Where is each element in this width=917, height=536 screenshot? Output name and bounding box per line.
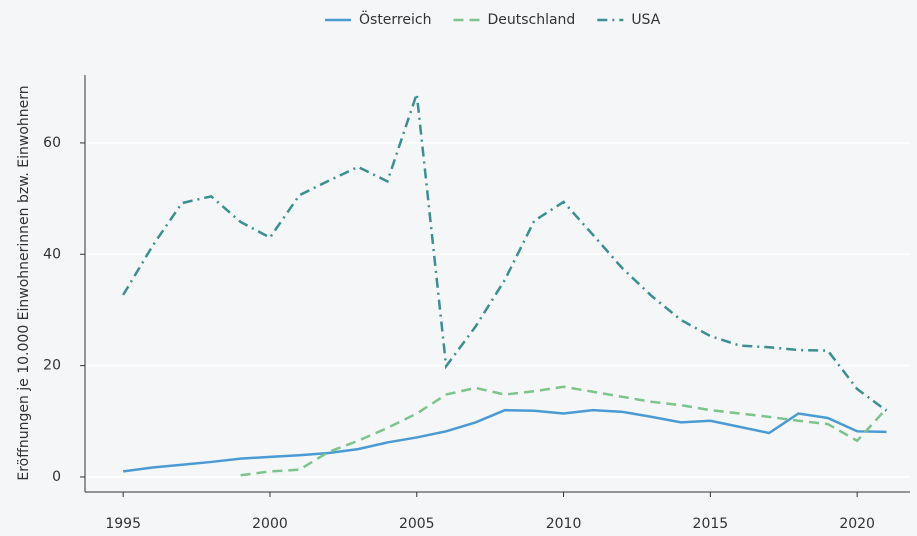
legend-label: USA xyxy=(631,12,660,28)
x-tick-label: 1995 xyxy=(105,516,141,532)
x-tick-label: 2020 xyxy=(839,516,875,532)
series-line xyxy=(123,408,887,473)
x-tick-label: 2010 xyxy=(546,516,582,532)
x-tick-label: 2005 xyxy=(399,516,435,532)
legend-label: Deutschland xyxy=(487,12,575,28)
y-tick-label: 0 xyxy=(52,469,61,485)
series-line xyxy=(240,385,888,477)
x-tick-label: 2000 xyxy=(252,516,288,532)
y-tick-label: 60 xyxy=(43,135,61,151)
y-tick-label: 20 xyxy=(43,358,61,374)
x-tick-label: 2015 xyxy=(693,516,729,532)
y-axis-label: Eröffnungen je 10.000 Einwohnerinnen bzw… xyxy=(16,85,32,480)
y-tick-label: 40 xyxy=(43,246,61,262)
legend-label: Österreich xyxy=(359,10,431,28)
